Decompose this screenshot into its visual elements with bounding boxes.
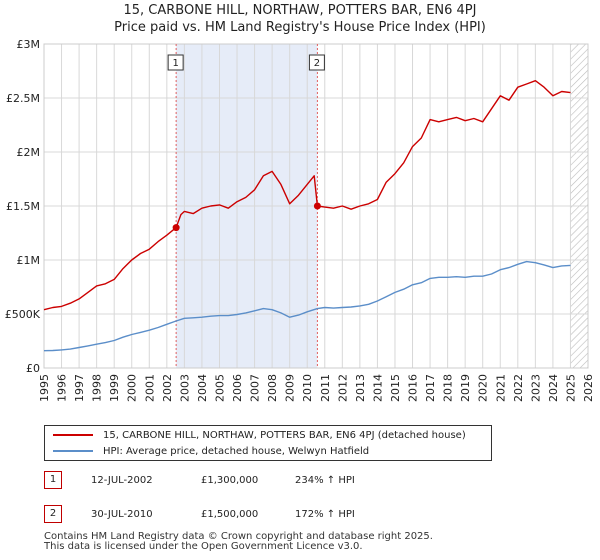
y-tick-label: £500K bbox=[5, 308, 41, 321]
sale-number-box bbox=[308, 54, 325, 71]
x-tick-label: 2013 bbox=[354, 374, 367, 402]
x-tick-label: 1997 bbox=[73, 374, 86, 402]
x-tick-label: 2020 bbox=[477, 374, 490, 402]
legend: 15, CARBONE HILL, NORTHAW, POTTERS BAR, … bbox=[44, 425, 492, 461]
x-tick-label: 2014 bbox=[371, 374, 384, 402]
x-tick-label: 2012 bbox=[336, 374, 349, 402]
legend-label-property: 15, CARBONE HILL, NORTHAW, POTTERS BAR, … bbox=[103, 430, 466, 441]
chart-title-line-1: 15, CARBONE HILL, NORTHAW, POTTERS BAR, … bbox=[123, 3, 477, 18]
sale-hpi-change: 234% ↑ HPI bbox=[295, 475, 355, 486]
x-tick-label: 1995 bbox=[38, 374, 51, 402]
x-tick-label: 2016 bbox=[407, 374, 420, 402]
sale-number-label: 1 bbox=[172, 58, 178, 69]
x-tick-label: 2023 bbox=[529, 374, 542, 402]
x-tick-label: 2011 bbox=[319, 374, 332, 402]
plot-frame bbox=[43, 43, 589, 369]
y-tick-label: £1M bbox=[17, 254, 41, 267]
sale-number-box bbox=[167, 54, 184, 71]
footer-copyright: Contains HM Land Registry data © Crown c… bbox=[44, 531, 433, 542]
x-tick-label: 2001 bbox=[143, 374, 156, 402]
x-tick-label: 2005 bbox=[213, 374, 226, 402]
sale-date: 30-JUL-2010 bbox=[91, 509, 153, 520]
chart-title-line-2: Price paid vs. HM Land Registry's House … bbox=[114, 20, 486, 35]
x-tick-label: 2010 bbox=[301, 374, 314, 402]
x-tick-label: 2022 bbox=[512, 374, 525, 402]
x-tick-label: 2024 bbox=[547, 374, 560, 402]
sale-number-badge: 2 bbox=[44, 505, 62, 523]
y-tick-label: £0 bbox=[26, 362, 40, 375]
footer: Contains HM Land Registry data © Crown c… bbox=[44, 532, 433, 552]
x-tick-label: 2019 bbox=[459, 374, 472, 402]
x-tick-label: 2021 bbox=[494, 374, 507, 402]
x-tick-label: 2018 bbox=[442, 374, 455, 402]
sale-price: £1,300,000 bbox=[201, 475, 259, 486]
x-tick-label: 2026 bbox=[582, 374, 595, 402]
x-tick-label: 2008 bbox=[266, 374, 279, 402]
legend-swatch-hpi bbox=[53, 450, 93, 452]
x-tick-label: 2015 bbox=[389, 374, 402, 402]
legend-item-hpi: HPI: Average price, detached house, Welw… bbox=[53, 445, 369, 459]
x-tick-label: 2002 bbox=[161, 374, 174, 402]
sale-number-label: 2 bbox=[314, 58, 320, 69]
sale-point bbox=[172, 224, 180, 232]
legend-item-property: 15, CARBONE HILL, NORTHAW, POTTERS BAR, … bbox=[53, 429, 466, 443]
sale-hpi-change: 172% ↑ HPI bbox=[295, 509, 355, 520]
x-tick-label: 2003 bbox=[178, 374, 191, 402]
sale-date: 12-JUL-2002 bbox=[91, 475, 153, 486]
x-tick-label: 2000 bbox=[126, 374, 139, 402]
legend-label-hpi: HPI: Average price, detached house, Welw… bbox=[103, 446, 370, 457]
sale-point bbox=[313, 202, 321, 210]
y-tick-label: £1.5M bbox=[6, 200, 40, 213]
chart-title: 15, CARBONE HILL, NORTHAW, POTTERS BAR, … bbox=[0, 2, 600, 36]
y-tick-label: £2.5M bbox=[6, 92, 40, 105]
y-tick-label: £2M bbox=[17, 146, 41, 159]
legend-swatch-property bbox=[53, 434, 93, 436]
x-tick-label: 1998 bbox=[91, 374, 104, 402]
price-chart: £0 £500K £1M £1.5M £2M £2.5M £3M 1995 1996 1997 19… bbox=[5, 38, 595, 402]
x-tick-label: 1999 bbox=[108, 374, 121, 402]
y-tick-label: £3M bbox=[17, 38, 41, 51]
sale-number-badge: 1 bbox=[44, 471, 62, 489]
x-tick-label: 2017 bbox=[424, 374, 437, 402]
footer-licence: This data is licensed under the Open Gov… bbox=[44, 541, 363, 552]
x-tick-label: 2007 bbox=[249, 374, 262, 402]
x-tick-label: 2006 bbox=[231, 374, 244, 402]
x-tick-label: 2009 bbox=[284, 374, 297, 402]
sale-price: £1,500,000 bbox=[201, 509, 259, 520]
x-tick-label: 1996 bbox=[56, 374, 69, 402]
hpi-line bbox=[43, 260, 571, 352]
x-tick-label: 2025 bbox=[564, 374, 577, 402]
x-tick-label: 2004 bbox=[196, 374, 209, 402]
property-price-line bbox=[43, 80, 571, 311]
